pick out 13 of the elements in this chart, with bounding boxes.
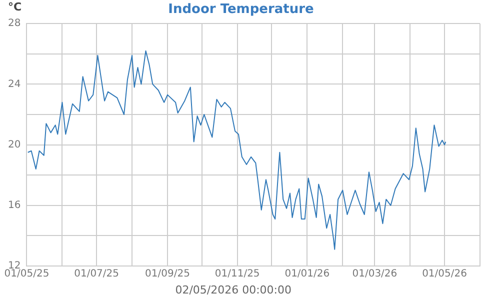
x-tick-label: 01/07/25 <box>74 268 120 280</box>
x-tick-label: 01/01/26 <box>284 268 330 280</box>
y-axis-title: °C <box>8 0 22 14</box>
y-tick-label: 20 <box>8 139 21 150</box>
chart-title: Indoor Temperature <box>168 2 314 18</box>
x-tick-label: 01/03/26 <box>352 268 398 280</box>
x-tick-label: 01/09/25 <box>145 268 190 280</box>
y-tick-label: 24 <box>8 78 21 90</box>
x-tick-label: 01/05/26 <box>422 268 467 280</box>
y-tick-label: 28 <box>8 18 21 30</box>
text: 02/05/2026 00:00:00 <box>175 283 292 296</box>
x-tick-label: 01/11/25 <box>214 268 260 280</box>
y-tick-label: 16 <box>8 200 21 211</box>
